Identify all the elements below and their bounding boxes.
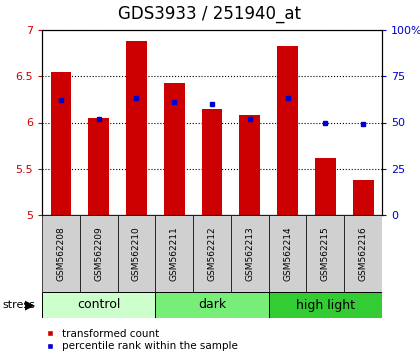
Bar bbox=[277, 46, 298, 215]
Bar bbox=[80, 215, 118, 292]
Bar bbox=[155, 292, 269, 318]
Bar bbox=[164, 83, 185, 215]
Bar bbox=[315, 158, 336, 215]
Bar bbox=[269, 215, 307, 292]
Bar bbox=[307, 215, 344, 292]
Bar bbox=[126, 41, 147, 215]
Bar bbox=[353, 180, 373, 215]
Bar bbox=[155, 215, 193, 292]
Bar bbox=[42, 215, 80, 292]
Text: GSM562214: GSM562214 bbox=[283, 226, 292, 281]
Bar bbox=[118, 215, 155, 292]
Text: GSM562212: GSM562212 bbox=[207, 226, 216, 281]
Bar bbox=[88, 118, 109, 215]
Bar bbox=[202, 109, 222, 215]
Text: GSM562213: GSM562213 bbox=[245, 226, 254, 281]
Bar bbox=[231, 215, 269, 292]
Legend: transformed count, percentile rank within the sample: transformed count, percentile rank withi… bbox=[47, 329, 238, 352]
Bar bbox=[269, 292, 382, 318]
Text: GSM562215: GSM562215 bbox=[321, 226, 330, 281]
Bar bbox=[193, 215, 231, 292]
Text: GDS3933 / 251940_at: GDS3933 / 251940_at bbox=[118, 5, 302, 23]
Text: GSM562216: GSM562216 bbox=[359, 226, 368, 281]
Bar bbox=[344, 215, 382, 292]
Text: stress: stress bbox=[2, 300, 35, 310]
Text: high light: high light bbox=[296, 298, 355, 312]
Bar bbox=[239, 115, 260, 215]
Text: control: control bbox=[77, 298, 121, 312]
Bar bbox=[42, 292, 155, 318]
Text: GSM562208: GSM562208 bbox=[56, 226, 66, 281]
Text: GSM562210: GSM562210 bbox=[132, 226, 141, 281]
Text: GSM562211: GSM562211 bbox=[170, 226, 179, 281]
Text: dark: dark bbox=[198, 298, 226, 312]
Text: ▶: ▶ bbox=[25, 298, 35, 312]
Text: GSM562209: GSM562209 bbox=[94, 226, 103, 281]
Bar bbox=[50, 72, 71, 215]
